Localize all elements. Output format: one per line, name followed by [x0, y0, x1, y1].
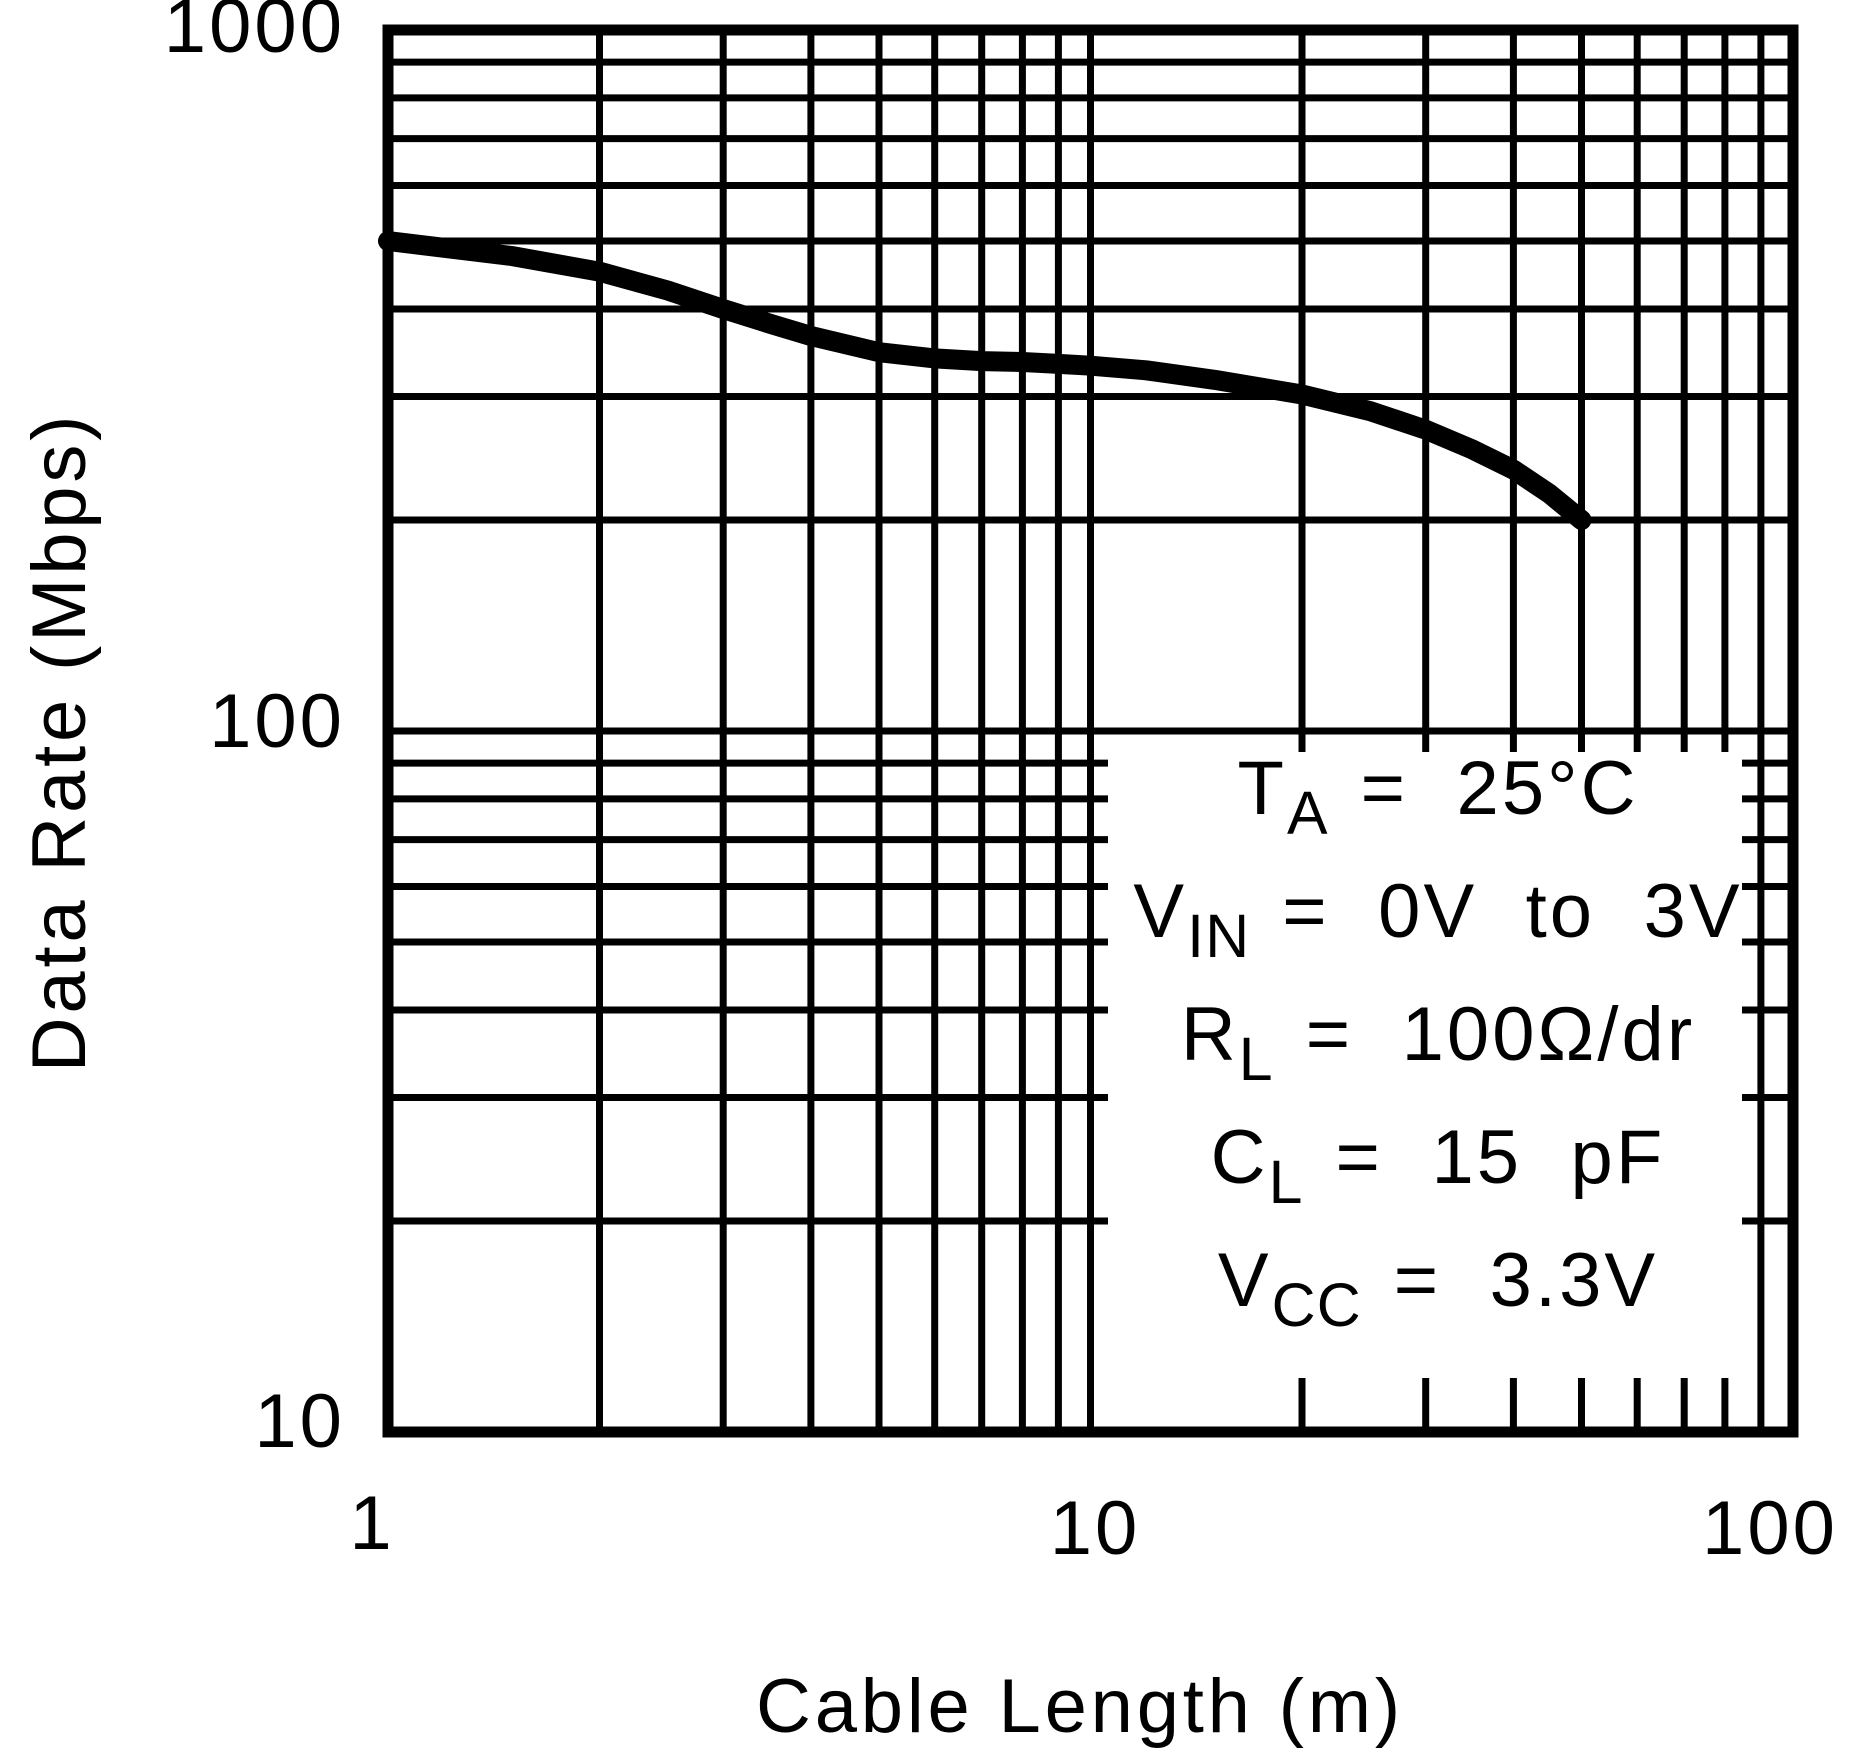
condition-value: = 25°C [1360, 746, 1639, 831]
x-axis-title: Cable Length (m) [756, 1664, 1404, 1749]
plot-frame [382, 24, 1799, 1438]
condition-symbol: R [1180, 992, 1239, 1077]
condition-value: = 0V to 3V [1282, 869, 1743, 954]
condition-line-vcc: VCC = 3.3V [1218, 1243, 1658, 1336]
condition-symbol: C [1210, 1115, 1269, 1200]
condition-symbol: V [1217, 1238, 1272, 1323]
y-axis-title: Data Rate (Mbps) [17, 411, 102, 1073]
conditions-box-mask [1108, 752, 1742, 1378]
data-curve [378, 231, 1592, 530]
condition-subscript: L [1238, 1025, 1274, 1094]
x-tick-label-1: 1 [349, 1481, 395, 1566]
condition-value: = 15 pF [1335, 1115, 1666, 1200]
condition-subscript: CC [1271, 1271, 1362, 1340]
y-tick-label-100: 100 [209, 679, 345, 764]
y-tick-label-1000: 1000 [163, 0, 345, 69]
x-tick-label-10: 10 [1049, 1486, 1141, 1571]
condition-subscript: IN [1187, 902, 1251, 971]
condition-value: = 100Ω/dr [1305, 992, 1696, 1077]
condition-subscript: L [1268, 1148, 1304, 1217]
condition-line-vin: VIN = 0V to 3V [1133, 874, 1742, 967]
y-tick-label-10: 10 [254, 1379, 345, 1464]
condition-symbol: T [1237, 746, 1287, 831]
condition-line-ta: TA = 25°C [1237, 751, 1638, 844]
condition-value: = 3.3V [1393, 1238, 1659, 1323]
condition-symbol: V [1133, 869, 1188, 954]
condition-line-cl: CL = 15 pF [1211, 1120, 1666, 1213]
x-tick-label-100: 100 [1702, 1486, 1838, 1571]
condition-line-rl: RL = 100Ω/dr [1181, 997, 1695, 1090]
condition-subscript: A [1286, 779, 1329, 848]
